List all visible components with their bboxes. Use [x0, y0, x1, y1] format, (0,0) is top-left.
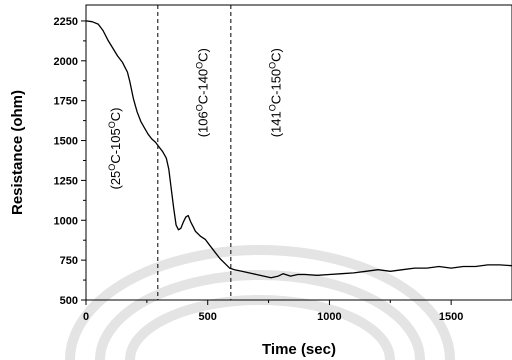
region-label: (25OC-105OC) — [107, 108, 123, 190]
region-label: (106OC-140OC) — [195, 48, 211, 137]
y-tick-label: 1000 — [54, 215, 78, 227]
y-tick-label: 500 — [60, 295, 78, 307]
region-label: (141OC-150OC) — [268, 48, 284, 137]
y-tick-label: 1500 — [54, 136, 78, 148]
x-tick-label: 500 — [199, 311, 217, 323]
watermark — [65, 245, 455, 360]
x-tick-label: 1000 — [317, 311, 341, 323]
x-tick-label: 0 — [83, 311, 89, 323]
y-tick-label: 750 — [60, 255, 78, 267]
x-tick-label: 1500 — [439, 311, 463, 323]
plot-frame — [85, 4, 512, 301]
y-tick-label: 1750 — [54, 96, 78, 108]
resistance-line — [85, 20, 512, 279]
y-tick-label: 2250 — [54, 16, 78, 28]
x-axis-label: Time (sec) — [262, 341, 336, 358]
y-axis-label: Resistance (ohm) — [9, 90, 26, 215]
plot-area: 0 500 1000 1500 500 750 1000 1250 1500 1750 2000 22… — [54, 4, 512, 323]
y-tick-label: 1250 — [54, 175, 78, 187]
y-tick-label: 2000 — [54, 56, 78, 68]
